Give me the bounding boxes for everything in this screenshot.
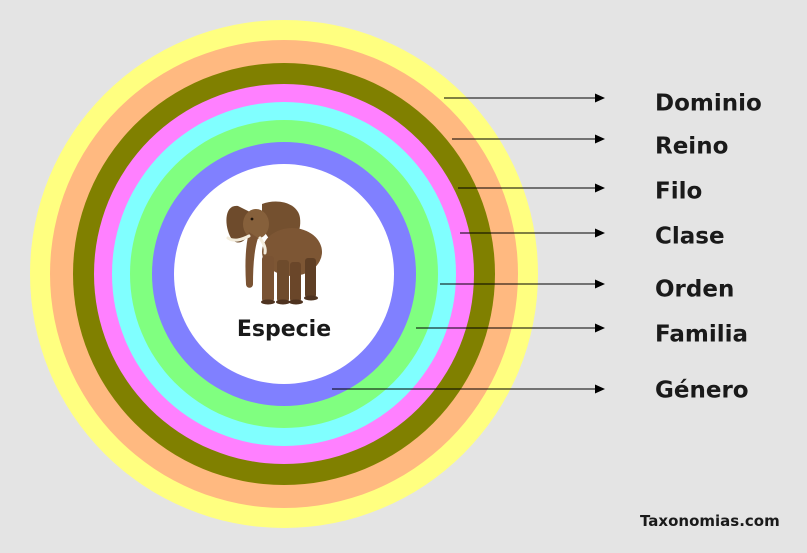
center-label-especie: Especie [237,317,331,342]
level-label: Filo [655,179,702,205]
arrow-layer [332,93,605,394]
level-label: Dominio [655,91,762,117]
elephant-image [226,201,322,305]
arrow-4 [460,228,605,238]
arrow-3 [458,183,605,193]
site-watermark: Taxonomias.com [640,512,780,530]
label-layer: Dominio Reino Filo Clase Orden Familia Género [655,91,762,404]
arrow-6 [416,323,605,333]
arrow-1 [444,93,605,103]
level-label: Familia [655,322,748,348]
level-label: Género [655,378,749,404]
level-label: Orden [655,277,734,303]
arrow-2 [452,134,605,144]
level-label: Reino [655,134,728,160]
level-label: Clase [655,224,725,250]
arrow-5 [440,279,605,289]
arrow-7 [332,384,605,394]
